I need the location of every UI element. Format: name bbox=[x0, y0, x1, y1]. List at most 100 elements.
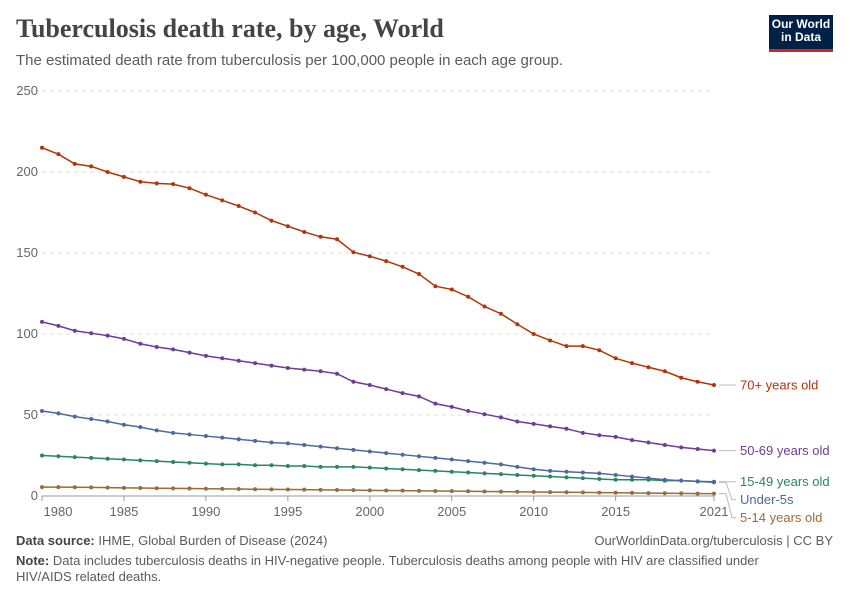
point bbox=[40, 145, 44, 150]
point bbox=[269, 487, 274, 492]
point bbox=[40, 408, 44, 413]
point bbox=[531, 421, 536, 426]
point bbox=[253, 438, 258, 443]
point bbox=[597, 490, 602, 495]
point bbox=[433, 455, 438, 460]
point bbox=[531, 473, 536, 478]
point bbox=[138, 425, 143, 430]
point bbox=[679, 491, 684, 496]
point bbox=[203, 486, 208, 491]
point bbox=[335, 446, 340, 451]
point bbox=[89, 455, 94, 460]
point bbox=[564, 344, 569, 349]
point bbox=[302, 442, 307, 447]
point bbox=[580, 430, 585, 435]
point bbox=[285, 464, 290, 469]
point bbox=[367, 383, 372, 388]
point bbox=[695, 379, 700, 384]
x-tick-label: 2015 bbox=[601, 504, 630, 519]
point bbox=[384, 488, 389, 493]
point bbox=[679, 445, 684, 450]
point bbox=[449, 404, 454, 409]
point bbox=[433, 468, 438, 473]
point bbox=[269, 218, 274, 223]
point bbox=[72, 328, 77, 333]
point bbox=[580, 490, 585, 495]
point bbox=[531, 489, 536, 494]
point bbox=[482, 460, 487, 465]
point bbox=[285, 441, 290, 446]
point bbox=[318, 234, 323, 239]
point bbox=[187, 350, 192, 355]
point bbox=[40, 453, 44, 458]
point bbox=[613, 434, 618, 439]
point bbox=[449, 457, 454, 462]
point bbox=[89, 417, 94, 422]
x-tick-label: 1985 bbox=[109, 504, 138, 519]
point bbox=[498, 489, 503, 494]
url[interactable]: OurWorldinData.org/tuberculosis | CC BY bbox=[594, 533, 833, 548]
point bbox=[318, 369, 323, 374]
point bbox=[531, 467, 536, 472]
legend-label: 70+ years old bbox=[740, 378, 818, 393]
point bbox=[384, 259, 389, 264]
point bbox=[121, 457, 126, 462]
logo[interactable]: Our World in Data bbox=[769, 15, 833, 52]
point bbox=[646, 491, 651, 496]
point bbox=[105, 333, 110, 338]
point bbox=[498, 311, 503, 316]
logo-line: in Data bbox=[780, 30, 821, 44]
point bbox=[367, 465, 372, 470]
point bbox=[269, 363, 274, 368]
point bbox=[564, 469, 569, 474]
point bbox=[531, 332, 536, 336]
point bbox=[253, 210, 258, 215]
point bbox=[466, 294, 471, 299]
point bbox=[580, 470, 585, 475]
point bbox=[367, 488, 372, 493]
point bbox=[466, 408, 471, 413]
point bbox=[253, 463, 258, 468]
point bbox=[400, 467, 405, 472]
legend-label: Under-5s bbox=[740, 492, 794, 507]
legend-label: 50-69 years old bbox=[740, 443, 830, 458]
point bbox=[72, 485, 77, 490]
point bbox=[482, 304, 487, 309]
point bbox=[72, 161, 77, 166]
point bbox=[712, 491, 716, 496]
point bbox=[285, 487, 290, 492]
point bbox=[482, 412, 487, 417]
point bbox=[121, 174, 126, 179]
legend-connector bbox=[719, 481, 736, 501]
series-line bbox=[42, 486, 714, 495]
point bbox=[662, 477, 667, 482]
point bbox=[351, 488, 356, 493]
point bbox=[597, 433, 602, 438]
point bbox=[630, 490, 635, 495]
point bbox=[662, 442, 667, 447]
point bbox=[515, 419, 520, 424]
point bbox=[416, 488, 421, 493]
point bbox=[56, 152, 61, 157]
point bbox=[56, 411, 61, 416]
note-label: Note: bbox=[16, 553, 50, 568]
point bbox=[285, 366, 290, 371]
point bbox=[203, 192, 208, 197]
x-tick-label: 1995 bbox=[273, 504, 302, 519]
point bbox=[285, 224, 290, 229]
point bbox=[712, 448, 716, 453]
y-tick-label: 50 bbox=[24, 407, 38, 422]
point bbox=[416, 454, 421, 459]
point bbox=[515, 464, 520, 469]
point bbox=[466, 489, 471, 494]
point bbox=[367, 449, 372, 454]
point bbox=[498, 415, 503, 420]
point bbox=[138, 486, 143, 491]
point bbox=[351, 250, 356, 255]
source-label: Data source: bbox=[16, 533, 95, 548]
point bbox=[646, 440, 651, 445]
point bbox=[400, 452, 405, 457]
point bbox=[695, 491, 700, 496]
point bbox=[253, 487, 258, 492]
